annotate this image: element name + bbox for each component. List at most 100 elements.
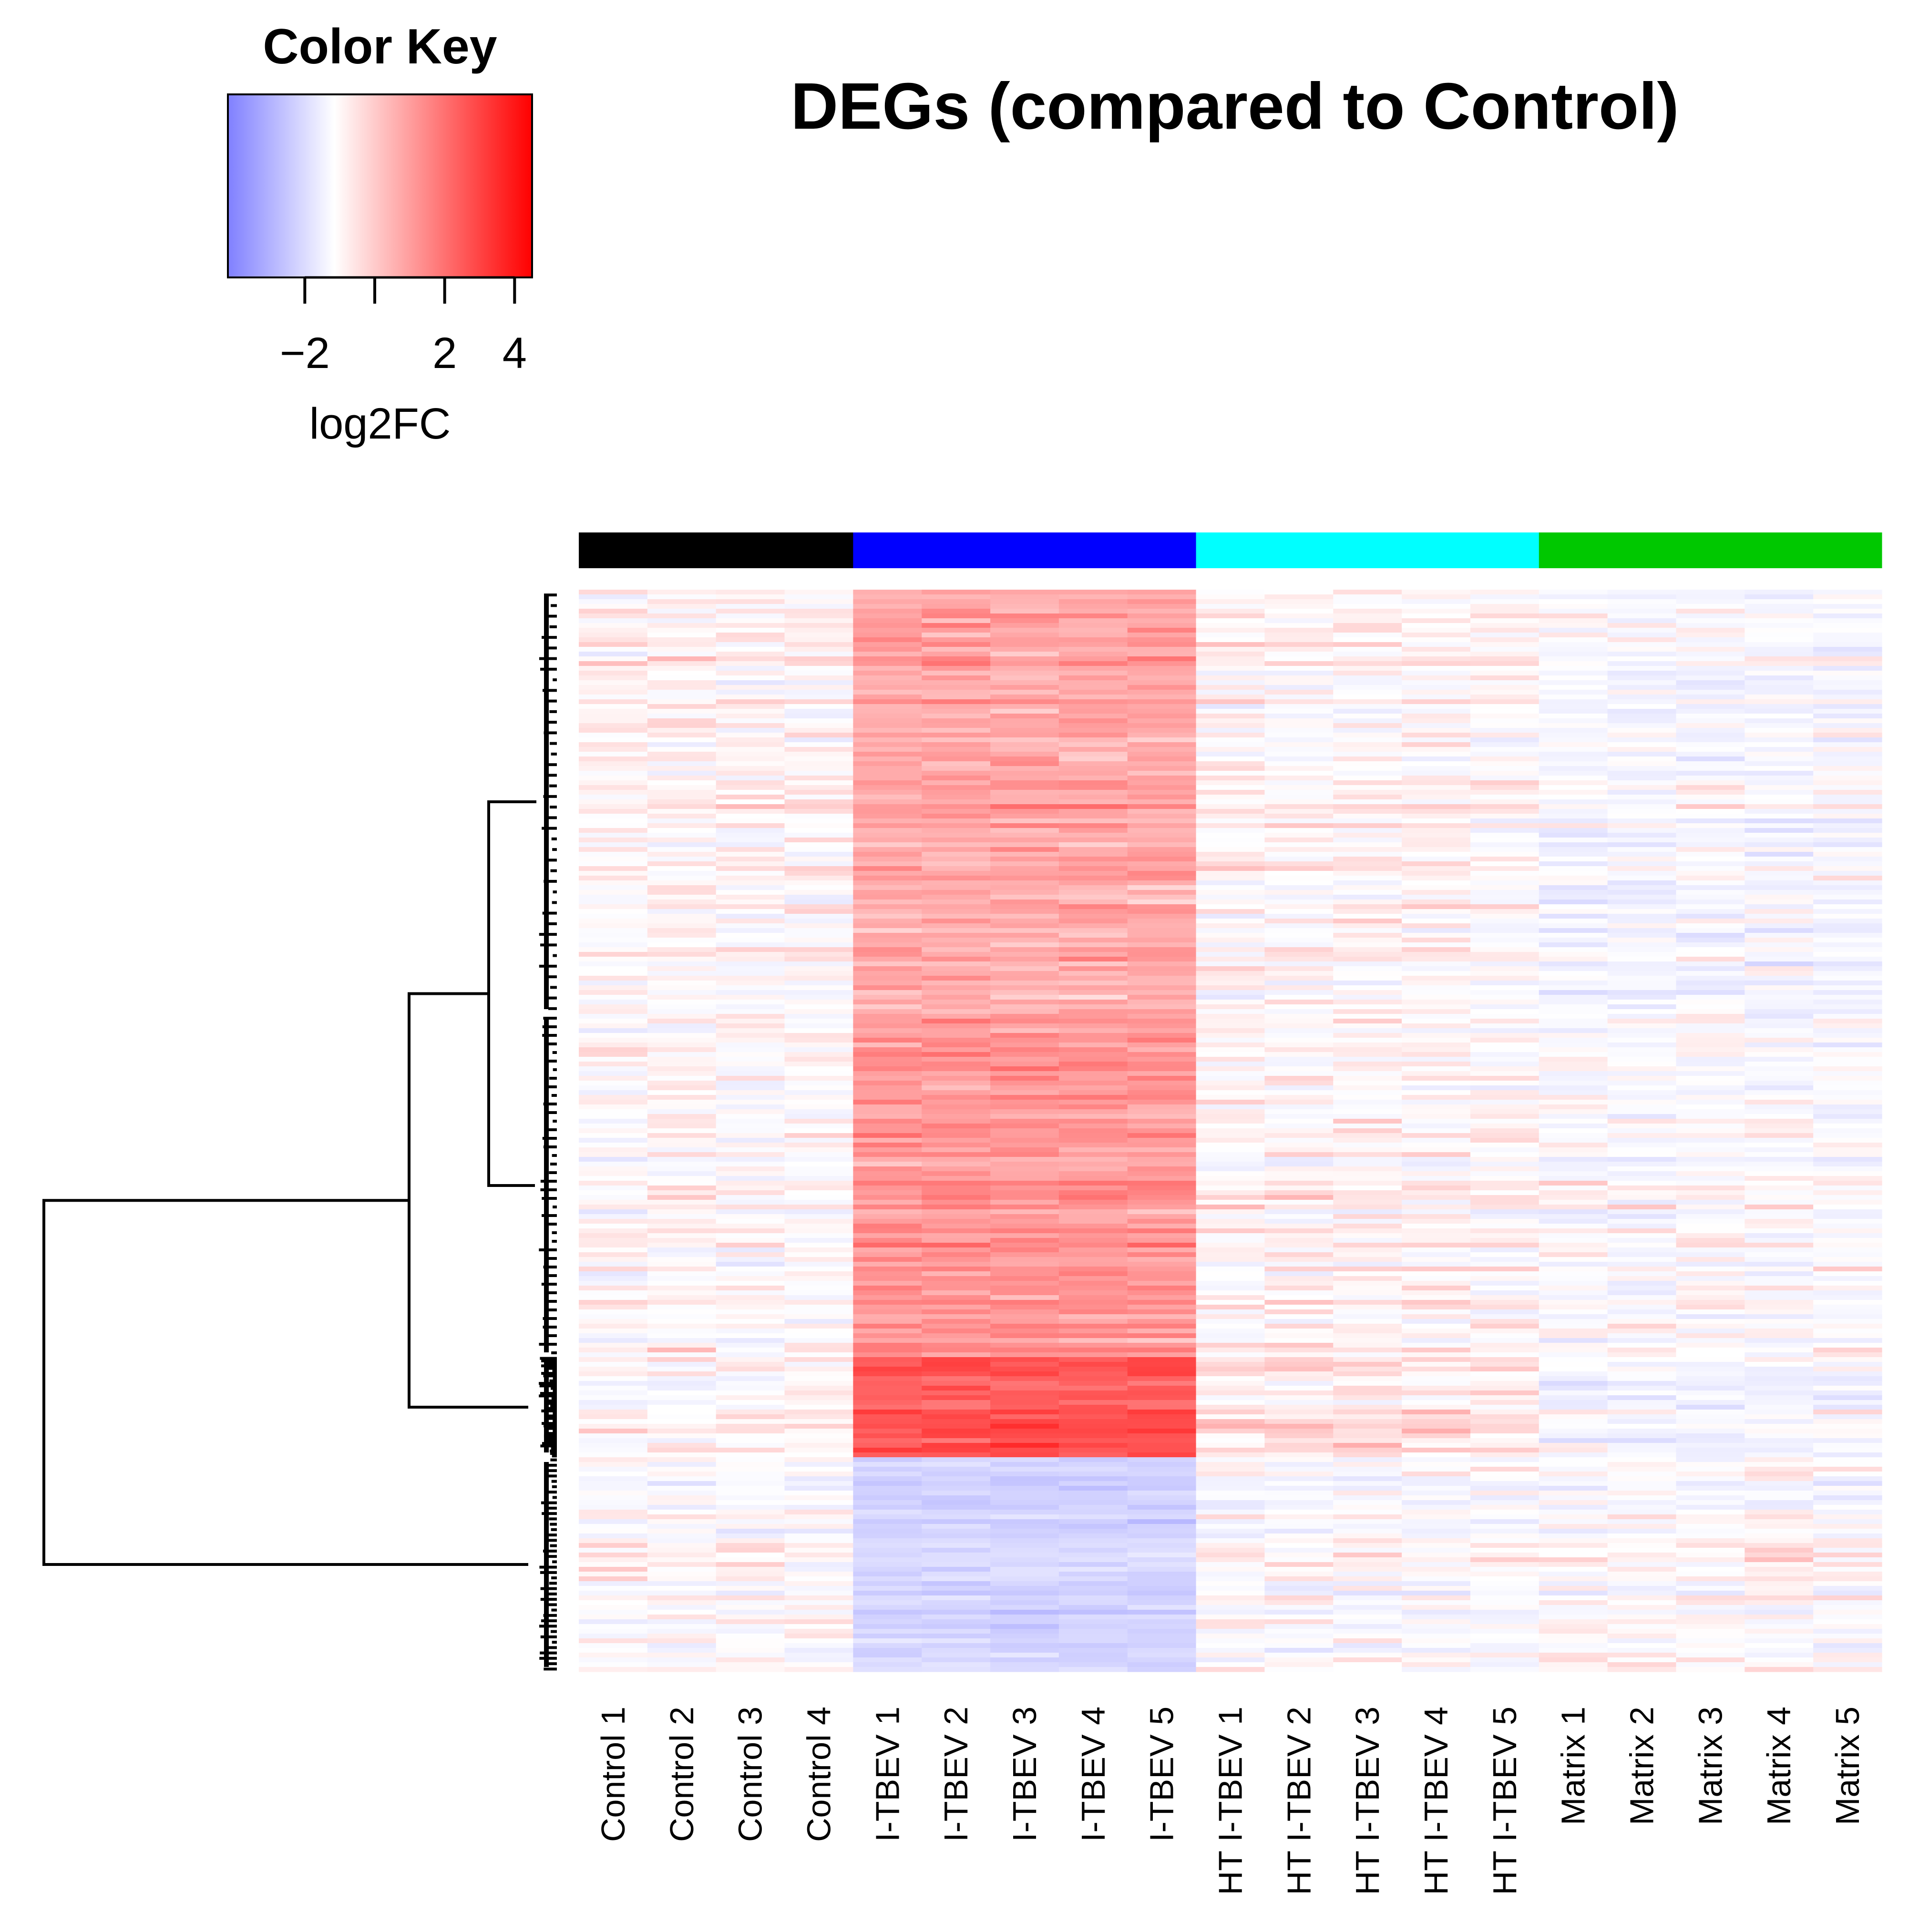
heatmap-cell <box>1333 1367 1402 1372</box>
heatmap-cell <box>853 1076 922 1081</box>
heatmap-cell <box>922 1638 991 1644</box>
heatmap-cell <box>716 1624 785 1629</box>
heatmap-cell <box>716 1023 785 1029</box>
heatmap-cell <box>1127 857 1197 862</box>
heatmap-cell <box>1127 1553 1197 1558</box>
heatmap-cell <box>716 618 785 624</box>
heatmap-cell <box>1676 942 1745 948</box>
heatmap-cell <box>1470 890 1540 895</box>
heatmap-cell <box>784 771 853 776</box>
heatmap-cell <box>1607 1538 1677 1544</box>
heatmap-cell <box>647 923 717 929</box>
heatmap-cell <box>579 604 648 609</box>
heatmap-cell <box>922 1352 991 1358</box>
heatmap-cell <box>990 1376 1059 1381</box>
heatmap-cell <box>1676 1043 1745 1048</box>
heatmap-cell <box>1607 1314 1677 1319</box>
heatmap-cell <box>579 1591 648 1596</box>
heatmap-cell <box>1470 1000 1540 1005</box>
heatmap-cell <box>579 1653 648 1658</box>
heatmap-cell <box>1676 957 1745 962</box>
heatmap-cell <box>716 1576 785 1582</box>
heatmap-cell <box>1470 1076 1540 1081</box>
heatmap-cell <box>1196 1500 1265 1505</box>
heatmap-cell <box>1470 695 1540 700</box>
heatmap-cell <box>784 1157 853 1162</box>
heatmap-cell <box>1196 847 1265 852</box>
heatmap-cell <box>1196 1209 1265 1215</box>
heatmap-cell <box>1676 1038 1745 1043</box>
heatmap-cell <box>1470 1081 1540 1086</box>
heatmap-cell <box>716 1338 785 1343</box>
heatmap-cell <box>579 942 648 948</box>
heatmap-cell <box>1333 680 1402 685</box>
heatmap-cell <box>1470 604 1540 609</box>
heatmap-cell <box>1813 1004 1882 1010</box>
heatmap-cell <box>922 1343 991 1348</box>
heatmap-cell <box>1745 647 1814 652</box>
heatmap-cell <box>579 1467 648 1472</box>
heatmap-cell <box>1745 652 1814 657</box>
heatmap-cell <box>1127 1543 1197 1548</box>
heatmap-cell <box>1402 1395 1471 1400</box>
heatmap-cell <box>1196 1472 1265 1477</box>
heatmap-cell <box>1470 1514 1540 1520</box>
heatmap-cell <box>579 594 648 600</box>
heatmap-cell <box>1470 1533 1540 1539</box>
heatmap-cell <box>1745 1500 1814 1505</box>
heatmap-cell <box>1333 1443 1402 1448</box>
color-key-axis: −2 2 4 <box>280 276 527 378</box>
heatmap-cell <box>1813 957 1882 962</box>
heatmap-cell <box>1607 780 1677 786</box>
heatmap-cell <box>990 995 1059 1000</box>
heatmap-cell <box>647 1405 717 1410</box>
heatmap-cell <box>1058 609 1128 614</box>
heatmap-cell <box>1402 1014 1471 1019</box>
heatmap-cell <box>1676 642 1745 647</box>
heatmap-cell <box>1607 1519 1677 1524</box>
heatmap-cell <box>1539 613 1608 619</box>
heatmap-cell <box>1676 647 1745 652</box>
heatmap-cell <box>647 1524 717 1529</box>
heatmap-cell <box>784 1615 853 1620</box>
heatmap-cell <box>716 594 785 600</box>
heatmap-cell <box>647 1367 717 1372</box>
heatmap-cell <box>853 771 922 776</box>
heatmap-cell <box>1813 938 1882 943</box>
heatmap-cell <box>1058 752 1128 757</box>
heatmap-cell <box>1539 1491 1608 1496</box>
heatmap-cell <box>1813 1023 1882 1029</box>
heatmap-cell <box>1813 1228 1882 1234</box>
heatmap-cell <box>1745 737 1814 743</box>
heatmap-cell <box>1745 1166 1814 1172</box>
heatmap-cell <box>1127 771 1197 776</box>
heatmap-cell <box>853 1143 922 1148</box>
heatmap-cell <box>1607 652 1677 657</box>
heatmap-cell <box>1058 628 1128 633</box>
heatmap-cell <box>716 790 785 795</box>
heatmap-cell <box>1607 1533 1677 1539</box>
heatmap-cell <box>1058 647 1128 652</box>
heatmap-cell <box>1539 723 1608 728</box>
heatmap-cell <box>990 914 1059 919</box>
heatmap-cell <box>716 904 785 910</box>
heatmap-cell <box>1676 633 1745 638</box>
column-label: Control 3 <box>732 1707 769 1842</box>
heatmap-cell <box>1676 1448 1745 1453</box>
heatmap-cell <box>1539 1481 1608 1486</box>
heatmap-cell <box>1607 1371 1677 1377</box>
heatmap-cell <box>1196 1271 1265 1277</box>
heatmap-cell <box>784 1414 853 1420</box>
heatmap-cell <box>647 1000 717 1005</box>
heatmap-cell <box>1607 1643 1677 1648</box>
heatmap-cell <box>1813 857 1882 862</box>
heatmap-cell <box>1402 1181 1471 1186</box>
heatmap-cell <box>853 1405 922 1410</box>
heatmap-cell <box>1607 1629 1677 1634</box>
heatmap-cell <box>1127 666 1197 671</box>
heatmap-cell <box>1402 1657 1471 1663</box>
heatmap-cell <box>1470 1481 1540 1486</box>
heatmap-cell <box>1333 1667 1402 1672</box>
heatmap-cell <box>579 1023 648 1029</box>
heatmap-cell <box>1196 1028 1265 1033</box>
